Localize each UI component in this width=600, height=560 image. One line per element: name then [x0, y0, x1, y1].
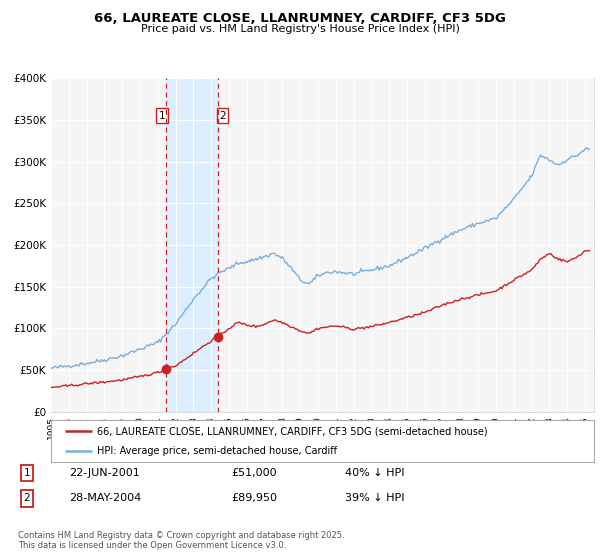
Bar — [166, 78, 218, 412]
Text: HPI: Average price, semi-detached house, Cardiff: HPI: Average price, semi-detached house,… — [97, 446, 337, 456]
Text: 66, LAUREATE CLOSE, LLANRUMNEY, CARDIFF, CF3 5DG (semi-detached house): 66, LAUREATE CLOSE, LLANRUMNEY, CARDIFF,… — [97, 426, 488, 436]
Text: £51,000: £51,000 — [231, 468, 277, 478]
Text: £89,950: £89,950 — [231, 493, 277, 503]
Text: Contains HM Land Registry data © Crown copyright and database right 2025.
This d: Contains HM Land Registry data © Crown c… — [18, 531, 344, 550]
Text: 2: 2 — [219, 111, 226, 121]
Text: 1: 1 — [23, 468, 31, 478]
Text: 40% ↓ HPI: 40% ↓ HPI — [345, 468, 404, 478]
Text: 1: 1 — [158, 111, 165, 121]
Text: 2: 2 — [23, 493, 31, 503]
Text: Price paid vs. HM Land Registry's House Price Index (HPI): Price paid vs. HM Land Registry's House … — [140, 24, 460, 34]
Text: 28-MAY-2004: 28-MAY-2004 — [69, 493, 141, 503]
Text: 39% ↓ HPI: 39% ↓ HPI — [345, 493, 404, 503]
Text: 22-JUN-2001: 22-JUN-2001 — [69, 468, 140, 478]
Text: 66, LAUREATE CLOSE, LLANRUMNEY, CARDIFF, CF3 5DG: 66, LAUREATE CLOSE, LLANRUMNEY, CARDIFF,… — [94, 12, 506, 25]
